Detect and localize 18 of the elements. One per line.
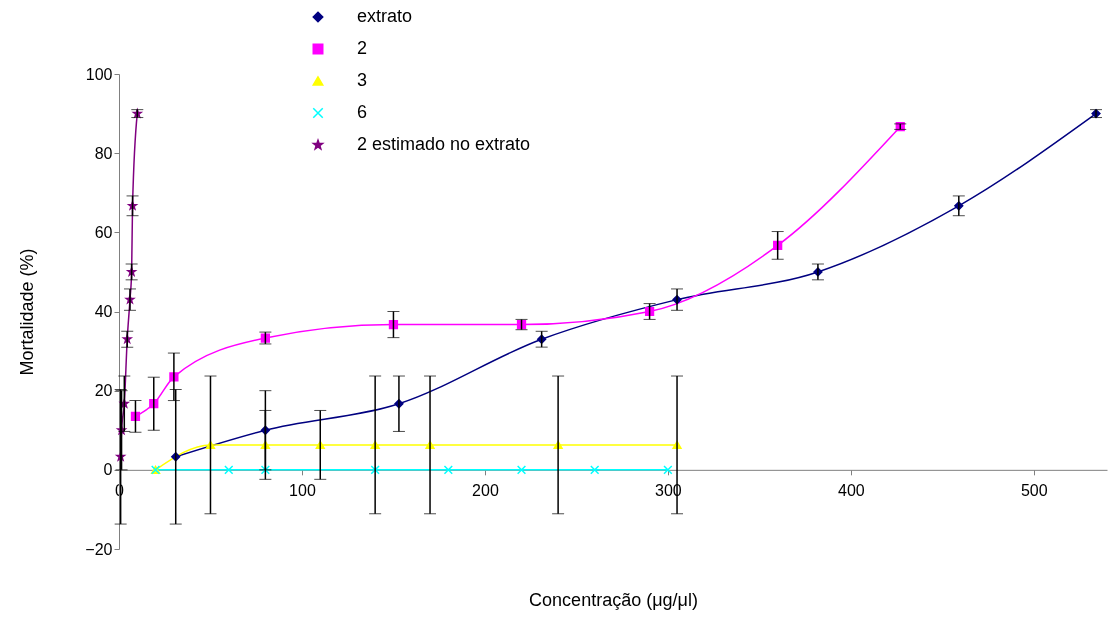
y-tick-label: −20 <box>85 540 113 558</box>
x-axis-title: Concentração (μg/μl) <box>529 590 698 611</box>
legend-label: 2 <box>357 38 368 58</box>
x-tick-label: 100 <box>289 482 316 500</box>
y-tick-label: 60 <box>94 223 113 241</box>
legend-label: 3 <box>357 70 368 90</box>
y-tick-label: 20 <box>94 382 113 400</box>
x-tick-label: 500 <box>1020 482 1048 500</box>
x-tick-label: 200 <box>472 482 499 500</box>
y-tick-label: 80 <box>94 144 113 162</box>
y-axis-title: Mortalidade (%) <box>17 248 38 376</box>
legend-label: extrato <box>357 6 413 26</box>
y-tick-label: 40 <box>94 303 113 320</box>
x-tick-label: 400 <box>838 482 865 500</box>
y-tick-label: 100 <box>85 65 113 83</box>
legend-label: 6 <box>357 102 368 122</box>
legend-label: 2 estimado no extrato <box>357 134 531 154</box>
y-tick-label: 0 <box>103 461 113 479</box>
